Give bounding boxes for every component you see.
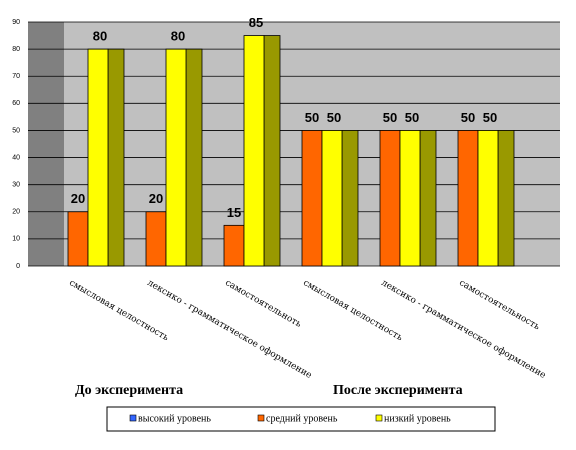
legend-label: высокий уровень (138, 413, 211, 424)
data-label: 50 (383, 110, 397, 125)
bar (223, 224, 245, 267)
y-tick-label: 0 (16, 263, 20, 270)
bar (243, 35, 265, 267)
bar-side (263, 35, 281, 267)
data-label: 85 (249, 15, 263, 30)
bar (165, 48, 187, 267)
bar (321, 130, 343, 267)
bar (477, 130, 499, 267)
x-tick-label: лексико - грамматическое оформление (145, 278, 313, 381)
y-tick-label: 20 (12, 209, 20, 216)
group-label: До эксперимента (75, 383, 183, 398)
legend-label: низкий уровень (384, 413, 451, 424)
data-label: 80 (93, 29, 107, 44)
data-label: 50 (305, 110, 319, 125)
y-tick-label: 80 (12, 46, 20, 53)
y-tick-label: 40 (12, 154, 20, 161)
bar (399, 130, 421, 267)
bar-side (341, 130, 359, 267)
legend-swatch (129, 414, 137, 422)
group-label: После эксперимента (333, 383, 463, 398)
y-tick-label: 30 (12, 182, 20, 189)
data-label: 80 (171, 29, 185, 44)
data-label: 20 (71, 191, 85, 206)
bar (301, 130, 323, 267)
y-tick-label: 60 (12, 100, 20, 107)
bar (457, 130, 479, 267)
legend-swatch (257, 414, 265, 422)
data-label: 15 (227, 205, 241, 220)
legend-label: средний уровень (266, 413, 338, 424)
bar (87, 48, 109, 267)
bar (67, 211, 89, 267)
y-tick-label: 70 (12, 73, 20, 80)
legend (106, 406, 496, 432)
data-label: 50 (327, 110, 341, 125)
bar-side (107, 48, 125, 267)
y-tick-label: 90 (12, 19, 20, 26)
bar-side (419, 130, 437, 267)
data-label: 50 (405, 110, 419, 125)
legend-swatch (375, 414, 383, 422)
bar-side (497, 130, 515, 267)
y-tick-label: 50 (12, 127, 20, 134)
bar (145, 211, 167, 267)
data-label: 50 (483, 110, 497, 125)
bar-side (185, 48, 203, 267)
y-tick-label: 10 (12, 236, 20, 243)
bar (379, 130, 401, 267)
data-label: 50 (461, 110, 475, 125)
x-tick-label: самостоятельноть (223, 278, 303, 330)
x-tick-label: самостоятельность (457, 278, 541, 332)
side-wall (28, 22, 64, 266)
data-label: 20 (149, 191, 163, 206)
x-tick-label: лексико - грамматическое оформление (379, 278, 547, 381)
